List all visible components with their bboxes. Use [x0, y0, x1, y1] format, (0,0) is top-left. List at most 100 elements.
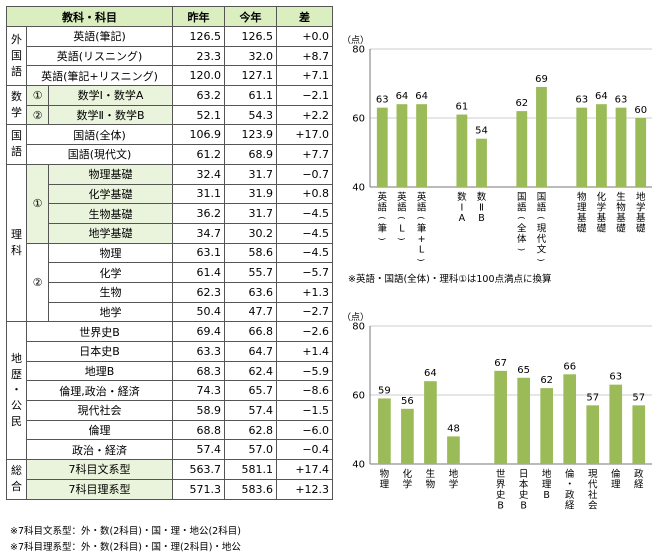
x-tick-label: )	[377, 237, 386, 240]
x-tick-label: 学	[636, 202, 646, 214]
score-last: 31.1	[172, 183, 226, 205]
header-last-year: 昨年	[172, 6, 226, 27]
x-tick-label: B	[520, 501, 527, 512]
score-diff: +7.1	[276, 65, 334, 87]
data-label: 60	[634, 105, 647, 116]
bar	[447, 436, 460, 464]
bar	[536, 86, 547, 187]
x-tick-label: 語	[537, 202, 547, 214]
bar	[456, 114, 468, 187]
score-last: 571.3	[172, 478, 226, 500]
subject-name: 英語(筆記)	[25, 26, 174, 47]
y-tick-label: 40	[352, 460, 365, 471]
group-label: 数学	[6, 85, 27, 126]
subject-name: 英語(リスニング)	[25, 45, 174, 67]
x-tick-label: 基	[616, 212, 626, 224]
data-label: 63	[615, 95, 628, 106]
table-row: 倫理 68.8 62.8 −6.0	[7, 419, 334, 441]
x-tick-label: (	[377, 216, 386, 219]
score-last: 52.1	[172, 104, 226, 126]
x-tick-label: L	[419, 245, 425, 256]
data-label: 64	[396, 91, 409, 102]
table-row: 地理B 68.3 62.4 −5.9	[7, 360, 334, 382]
table-row: 地歴・公民世界史B 69.4 66.8 −2.6	[6, 321, 334, 461]
data-label: 67	[494, 358, 507, 369]
data-label: 54	[475, 126, 488, 137]
x-tick-label: 礎	[636, 223, 646, 235]
x-tick-label: 語	[417, 202, 427, 214]
x-tick-label: 語	[517, 202, 527, 214]
x-tick-label: (	[517, 216, 526, 219]
x-tick-label: 筆	[378, 223, 388, 235]
subject-name: 物理基礎	[47, 163, 174, 185]
score-last: 61.2	[172, 144, 226, 165]
x-tick-label: 基	[597, 212, 607, 224]
footnote-humanities: ※7科目文系型：外・数(2科目)・国・理・地公(2科目)	[10, 526, 241, 537]
y-tick-label: 60	[352, 391, 365, 402]
score-this: 66.8	[224, 321, 278, 342]
x-tick-label: 倫	[565, 468, 575, 480]
score-this: 31.9	[224, 183, 278, 205]
table-row: 国語国語(全体) 106.9 123.9 +17.0	[6, 124, 334, 165]
group-label: 理科	[6, 163, 27, 323]
x-tick-label: Ⅱ	[479, 203, 484, 214]
x-tick-label: 史	[519, 489, 529, 501]
table-row: 日本史B 63.3 64.7 +1.4	[7, 341, 334, 362]
x-tick-label: 化	[597, 191, 607, 203]
score-this: 58.6	[224, 242, 278, 264]
bar	[476, 138, 487, 187]
table-row: 化学基礎 31.1 31.9 +0.8	[7, 183, 334, 205]
bar	[401, 408, 414, 464]
table-row: 倫理,政治・経済 74.3 65.7 −8.6	[7, 380, 334, 402]
x-tick-label: 数	[457, 191, 467, 203]
score-last: 120.0	[172, 65, 226, 87]
x-tick-label: 代	[588, 480, 598, 491]
group-label: 地歴・公民	[6, 321, 27, 461]
score-this: 127.1	[224, 65, 278, 87]
score-this: 31.7	[224, 203, 278, 224]
table-row: 理科 ① 物理基礎 32.4 31.7 −0.7	[6, 163, 334, 323]
data-label: 48	[447, 423, 460, 434]
y-unit-label: （点）	[342, 35, 369, 46]
subject-name: 数学Ⅰ・数学A	[47, 85, 174, 106]
score-diff: +0.0	[276, 26, 334, 47]
y-unit-label: （点）	[342, 312, 369, 323]
bar	[632, 405, 646, 464]
x-tick-label: 政	[634, 468, 644, 480]
x-tick-label: 礎	[577, 223, 587, 235]
x-tick-label: ・	[565, 480, 575, 491]
x-tick-label: 物	[577, 191, 587, 203]
data-label: 57	[586, 392, 599, 403]
table-row: 生物 62.3 63.6 +1.3	[7, 281, 334, 303]
subject-name: 生物	[47, 281, 174, 303]
score-last: 126.5	[172, 26, 226, 47]
x-tick-label: 数	[477, 191, 487, 203]
score-last: 63.2	[172, 85, 226, 106]
x-tick-label: 本	[519, 479, 529, 491]
x-tick-label: 倫	[611, 468, 621, 480]
table-row: 英語(筆記+リスニング) 120.0 127.1 +7.1	[7, 65, 334, 87]
subject-name: 英語(筆記+リスニング)	[25, 65, 174, 87]
data-label: 64	[424, 368, 437, 379]
data-label: 62	[540, 375, 553, 386]
table-row: ② 物理 63.1 58.6 −4.5	[7, 242, 334, 323]
x-tick-label: 化	[403, 468, 413, 480]
data-label: 57	[632, 392, 645, 403]
subject-name: 地学基礎	[47, 222, 174, 244]
x-tick-label: 基	[636, 212, 646, 224]
score-last: 68.8	[172, 419, 226, 441]
group-label: 外国語	[6, 25, 27, 87]
score-diff: −4.5	[276, 242, 334, 264]
chart-note: ※英語・国語(全体)・理科①は100点満点に換算	[348, 274, 552, 285]
subject-name: 7科目理系型	[25, 478, 174, 500]
subject-name: 物理	[47, 242, 174, 264]
x-tick-label: 語	[378, 202, 388, 214]
x-tick-label: 生	[616, 191, 626, 203]
y-tick-label: 40	[352, 183, 365, 194]
bar	[609, 384, 623, 464]
data-label: 63	[575, 95, 588, 106]
x-tick-label: 基	[577, 212, 587, 224]
table-row: 生物基礎 36.2 31.7 −4.5	[7, 203, 334, 224]
score-diff: +17.4	[276, 459, 334, 480]
x-tick-label: 地	[542, 468, 552, 480]
